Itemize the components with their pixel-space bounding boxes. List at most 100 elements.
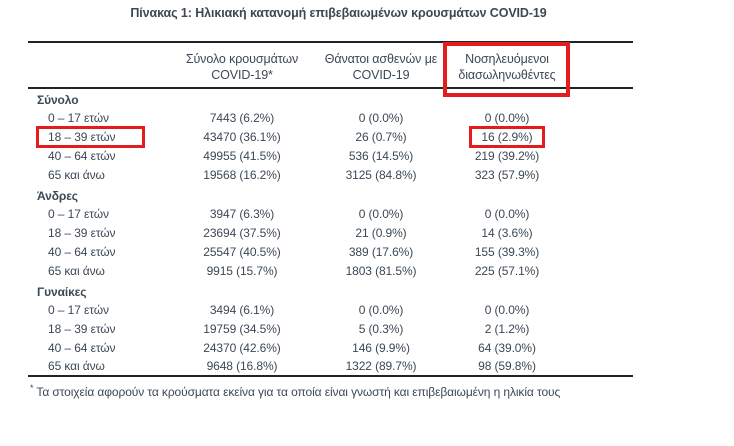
- table-header: Σύνολο κρουσμάτων COVID-19* Θάνατοι ασθε…: [28, 42, 633, 89]
- footnote: * Τα στοιχεία αφορούν τα κρούσματα εκείνα…: [28, 383, 633, 399]
- intubated-cell: 0 (0.0%): [484, 206, 530, 221]
- deaths-cell: 26 (0.7%): [355, 129, 407, 144]
- spacer-cell: [568, 319, 633, 338]
- age-label-cell: 18 – 39 ετών: [48, 225, 116, 240]
- intubated-cell: 219 (39.2%): [474, 148, 540, 163]
- covid-table-container: Σύνολο κρουσμάτων COVID-19* Θάνατοι ασθε…: [28, 41, 633, 399]
- age-label-cell: 18 – 39 ετών: [48, 321, 116, 336]
- table-row: 18 – 39 ετών 23694 (37.5%) 21 (0.9%) 14 (3.…: [28, 223, 633, 242]
- deaths-cell: 5 (0.3%): [358, 321, 404, 336]
- col-header-deaths-line2: COVID-19: [352, 67, 410, 82]
- col-header-cases-line1: Σύνολο κρουσμάτων: [185, 51, 299, 66]
- spacer-column-header: [568, 42, 633, 89]
- intubated-cell: 323 (57.9%): [474, 167, 540, 182]
- row-label-column-header: [28, 42, 168, 89]
- spacer-cell: [568, 146, 633, 165]
- age-label-cell: 40 – 64 ετών: [48, 148, 116, 163]
- spacer-cell: [568, 223, 633, 242]
- table-row: 18 – 39 ετών 43470 (36.1%) 26 (0.7%) 16 (2.…: [28, 125, 633, 148]
- cases-cell: 19759 (34.5%): [203, 321, 281, 336]
- table-row: 0 – 17 ετών 7443 (6.2%) 0 (0.0%) 0 (0.0%): [28, 108, 633, 127]
- col-header-cases: Σύνολο κρουσμάτων COVID-19*: [168, 42, 316, 89]
- cases-cell: 49955 (41.5%): [203, 148, 281, 163]
- intubated-cell: 14 (3.6%): [481, 225, 533, 240]
- group-heading-row: Γυναίκες: [28, 280, 633, 300]
- spacer-cell: [568, 127, 633, 146]
- table-body: Σύνολο 0 – 17 ετών 7443 (6.2%) 0 (0.0%) 0 (0…: [28, 88, 633, 376]
- cases-cell: 23694 (37.5%): [203, 225, 281, 240]
- cases-cell: 9648 (16.8%): [206, 359, 278, 373]
- deaths-cell: 389 (17.6%): [348, 244, 414, 259]
- age-label-cell: 40 – 64 ετών: [48, 340, 116, 355]
- intubated-cell: 64 (39.0%): [478, 340, 536, 355]
- age-label-cell: 18 – 39 ετών: [28, 125, 168, 148]
- age-label-cell: 0 – 17 ετών: [48, 110, 109, 125]
- intubated-cell: 98 (59.8%): [478, 359, 536, 373]
- age-label-cell: 65 και άνω: [48, 263, 105, 278]
- age-label-cell: 0 – 17 ετών: [48, 302, 109, 317]
- table-row: 0 – 17 ετών 3494 (6.1%) 0 (0.0%) 0 (0.0%): [28, 300, 633, 319]
- col-header-deaths: Θάνατοι ασθενών με COVID-19: [316, 42, 446, 89]
- table-row: 40 – 64 ετών 49955 (41.5%) 536 (14.5%) 219 …: [28, 146, 633, 165]
- cases-cell: 25547 (40.5%): [203, 244, 281, 259]
- cases-cell: 43470 (36.1%): [203, 129, 281, 144]
- group-name: Σύνολο: [37, 93, 79, 107]
- cases-cell: 9915 (15.7%): [206, 263, 278, 278]
- group-heading-row: Σύνολο: [28, 88, 633, 108]
- deaths-cell: 536 (14.5%): [348, 148, 414, 163]
- deaths-cell: 1322 (89.7%): [345, 359, 417, 373]
- group-name: Γυναίκες: [37, 285, 87, 299]
- age-label-cell: 65 και άνω: [48, 359, 105, 373]
- deaths-cell: 21 (0.9%): [355, 225, 407, 240]
- intubated-cell: 0 (0.0%): [484, 302, 530, 317]
- spacer-cell: [568, 300, 633, 319]
- intubated-cell: 16 (2.9%): [446, 125, 568, 148]
- highlight-box-intubated: 16 (2.9%): [469, 125, 545, 148]
- group-name: Άνδρες: [37, 189, 78, 203]
- highlight-box-age: 18 – 39 ετών: [36, 125, 146, 148]
- age-label-cell: 40 – 64 ετών: [48, 244, 116, 259]
- footnote-marker: *: [30, 383, 34, 393]
- deaths-cell: 0 (0.0%): [358, 206, 404, 221]
- header-row: Σύνολο κρουσμάτων COVID-19* Θάνατοι ασθε…: [28, 42, 633, 89]
- cases-cell: 3947 (6.3%): [209, 206, 275, 221]
- cases-cell: 3494 (6.1%): [209, 302, 275, 317]
- deaths-cell: 146 (9.9%): [352, 340, 410, 355]
- table-row: 65 και άνω 9915 (15.7%) 1803 (81.5%) 225 (5…: [28, 261, 633, 280]
- intubated-cell: 155 (39.3%): [474, 244, 540, 259]
- table-row: 40 – 64 ετών 24370 (42.6%) 146 (9.9%) 64 (3…: [28, 338, 633, 357]
- deaths-cell: 0 (0.0%): [358, 110, 404, 125]
- table-row: 18 – 39 ετών 19759 (34.5%) 5 (0.3%) 2 (1.2%…: [28, 319, 633, 338]
- spacer-cell: [568, 261, 633, 280]
- deaths-cell: 1803 (81.5%): [345, 263, 417, 278]
- table-row: 0 – 17 ετών 3947 (6.3%) 0 (0.0%) 0 (0.0%): [28, 204, 633, 223]
- col-header-intubated-line1: Νοσηλευόμενοι: [465, 51, 549, 66]
- table-row: 40 – 64 ετών 25547 (40.5%) 389 (17.6%) 155 …: [28, 242, 633, 261]
- spacer-cell: [568, 165, 633, 184]
- table-title: Πίνακας 1: Ηλικιακή κατανομή επιβεβαιωμέ…: [130, 6, 547, 20]
- col-header-intubated-line2: διασωληνωθέντες: [458, 67, 556, 82]
- footnote-text: Τα στοιχεία αφορούν τα κρούσματα εκείνα …: [36, 385, 561, 399]
- covid-age-distribution-table: Σύνολο κρουσμάτων COVID-19* Θάνατοι ασθε…: [28, 41, 633, 377]
- spacer-cell: [568, 242, 633, 261]
- deaths-cell: 0 (0.0%): [358, 302, 404, 317]
- spacer-cell: [568, 108, 633, 127]
- spacer-cell: [568, 357, 633, 376]
- table-row: 65 και άνω 19568 (16.2%) 3125 (84.8%) 323 (…: [28, 165, 633, 184]
- cases-cell: 7443 (6.2%): [209, 110, 275, 125]
- col-header-deaths-line1: Θάνατοι ασθενών με: [324, 51, 438, 66]
- deaths-cell: 3125 (84.8%): [345, 167, 417, 182]
- table-row: 65 και άνω 9648 (16.8%) 1322 (89.7%) 98 (59…: [28, 357, 633, 376]
- intubated-cell: 225 (57.1%): [474, 263, 540, 278]
- intubated-cell: 2 (1.2%): [484, 321, 530, 336]
- cases-cell: 19568 (16.2%): [203, 167, 281, 182]
- age-label-cell: 65 και άνω: [48, 167, 105, 182]
- col-header-intubated: Νοσηλευόμενοι διασωληνωθέντες: [446, 42, 568, 89]
- intubated-cell: 0 (0.0%): [484, 110, 530, 125]
- group-heading-row: Άνδρες: [28, 184, 633, 204]
- spacer-cell: [568, 338, 633, 357]
- cases-cell: 24370 (42.6%): [203, 340, 281, 355]
- col-header-cases-line2: COVID-19*: [211, 67, 273, 82]
- age-label-cell: 0 – 17 ετών: [48, 206, 109, 221]
